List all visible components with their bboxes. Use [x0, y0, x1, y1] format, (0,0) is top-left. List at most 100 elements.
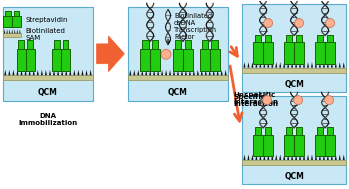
Polygon shape [221, 70, 223, 75]
Bar [128, 7, 228, 101]
Polygon shape [259, 154, 261, 160]
Circle shape [263, 19, 273, 27]
Polygon shape [149, 70, 151, 75]
Polygon shape [303, 154, 305, 160]
Polygon shape [259, 62, 261, 68]
Polygon shape [319, 62, 321, 68]
Polygon shape [307, 154, 309, 160]
Text: QCM: QCM [284, 80, 304, 89]
Polygon shape [279, 154, 281, 160]
Polygon shape [61, 70, 63, 75]
Bar [185, 40, 191, 49]
Polygon shape [201, 70, 203, 75]
Polygon shape [137, 70, 139, 75]
Text: Unspecific
Interaction: Unspecific Interaction [233, 92, 279, 105]
Polygon shape [7, 29, 8, 33]
Text: QCM: QCM [284, 172, 304, 181]
Polygon shape [173, 70, 175, 75]
Bar [175, 40, 181, 49]
Bar [63, 40, 68, 49]
Circle shape [294, 96, 303, 105]
Polygon shape [19, 29, 21, 33]
Polygon shape [339, 154, 341, 160]
Polygon shape [133, 70, 135, 75]
Polygon shape [335, 62, 337, 68]
Polygon shape [189, 70, 191, 75]
Polygon shape [86, 70, 88, 75]
Polygon shape [299, 62, 301, 68]
Polygon shape [4, 29, 5, 33]
Polygon shape [57, 70, 59, 75]
Text: Biotinilated
SAM: Biotinilated SAM [25, 28, 65, 41]
Circle shape [295, 19, 304, 27]
Bar [253, 135, 274, 156]
Bar [296, 127, 302, 135]
Bar [284, 43, 304, 64]
Text: DNA
Immobilization: DNA Immobilization [18, 113, 77, 126]
Bar [265, 127, 272, 135]
Polygon shape [275, 62, 277, 68]
Polygon shape [251, 154, 253, 160]
Text: QCM: QCM [38, 88, 58, 97]
Polygon shape [271, 154, 273, 160]
Polygon shape [271, 62, 273, 68]
Polygon shape [311, 62, 313, 68]
Polygon shape [267, 154, 269, 160]
Polygon shape [185, 70, 187, 75]
Polygon shape [69, 70, 71, 75]
Bar [173, 49, 193, 71]
Circle shape [325, 96, 334, 105]
Bar [253, 43, 274, 64]
Bar [255, 35, 261, 43]
Polygon shape [303, 62, 305, 68]
Polygon shape [141, 70, 143, 75]
Polygon shape [213, 70, 215, 75]
Polygon shape [90, 70, 91, 75]
Bar [296, 35, 302, 43]
Bar [17, 49, 35, 71]
Polygon shape [24, 70, 27, 75]
Bar [202, 40, 208, 49]
Bar [265, 35, 272, 43]
Polygon shape [247, 154, 250, 160]
Bar [327, 127, 333, 135]
Bar [5, 11, 11, 15]
Bar [284, 135, 304, 156]
Text: Streptavidin: Streptavidin [25, 17, 68, 22]
Polygon shape [169, 70, 171, 75]
Bar [3, 33, 21, 37]
Polygon shape [244, 62, 245, 68]
Polygon shape [327, 62, 329, 68]
Polygon shape [21, 70, 23, 75]
Bar [128, 75, 228, 80]
Polygon shape [283, 62, 285, 68]
Polygon shape [251, 62, 253, 68]
Bar [315, 43, 335, 64]
Polygon shape [197, 70, 199, 75]
Polygon shape [177, 70, 179, 75]
Polygon shape [339, 62, 341, 68]
Bar [286, 127, 292, 135]
Polygon shape [12, 29, 13, 33]
Bar [54, 40, 60, 49]
Bar [18, 40, 24, 49]
Polygon shape [323, 62, 325, 68]
Polygon shape [49, 70, 51, 75]
Polygon shape [255, 62, 257, 68]
Bar [255, 127, 261, 135]
Bar [14, 11, 19, 15]
Polygon shape [9, 29, 10, 33]
Bar [52, 49, 70, 71]
Polygon shape [145, 70, 147, 75]
Polygon shape [244, 154, 245, 160]
Polygon shape [129, 70, 131, 75]
Polygon shape [299, 154, 301, 160]
Polygon shape [295, 62, 297, 68]
Bar [152, 40, 158, 49]
Polygon shape [165, 70, 167, 75]
Polygon shape [8, 70, 10, 75]
Bar [27, 40, 33, 49]
Polygon shape [153, 70, 155, 75]
Polygon shape [287, 154, 289, 160]
Bar [243, 96, 346, 184]
